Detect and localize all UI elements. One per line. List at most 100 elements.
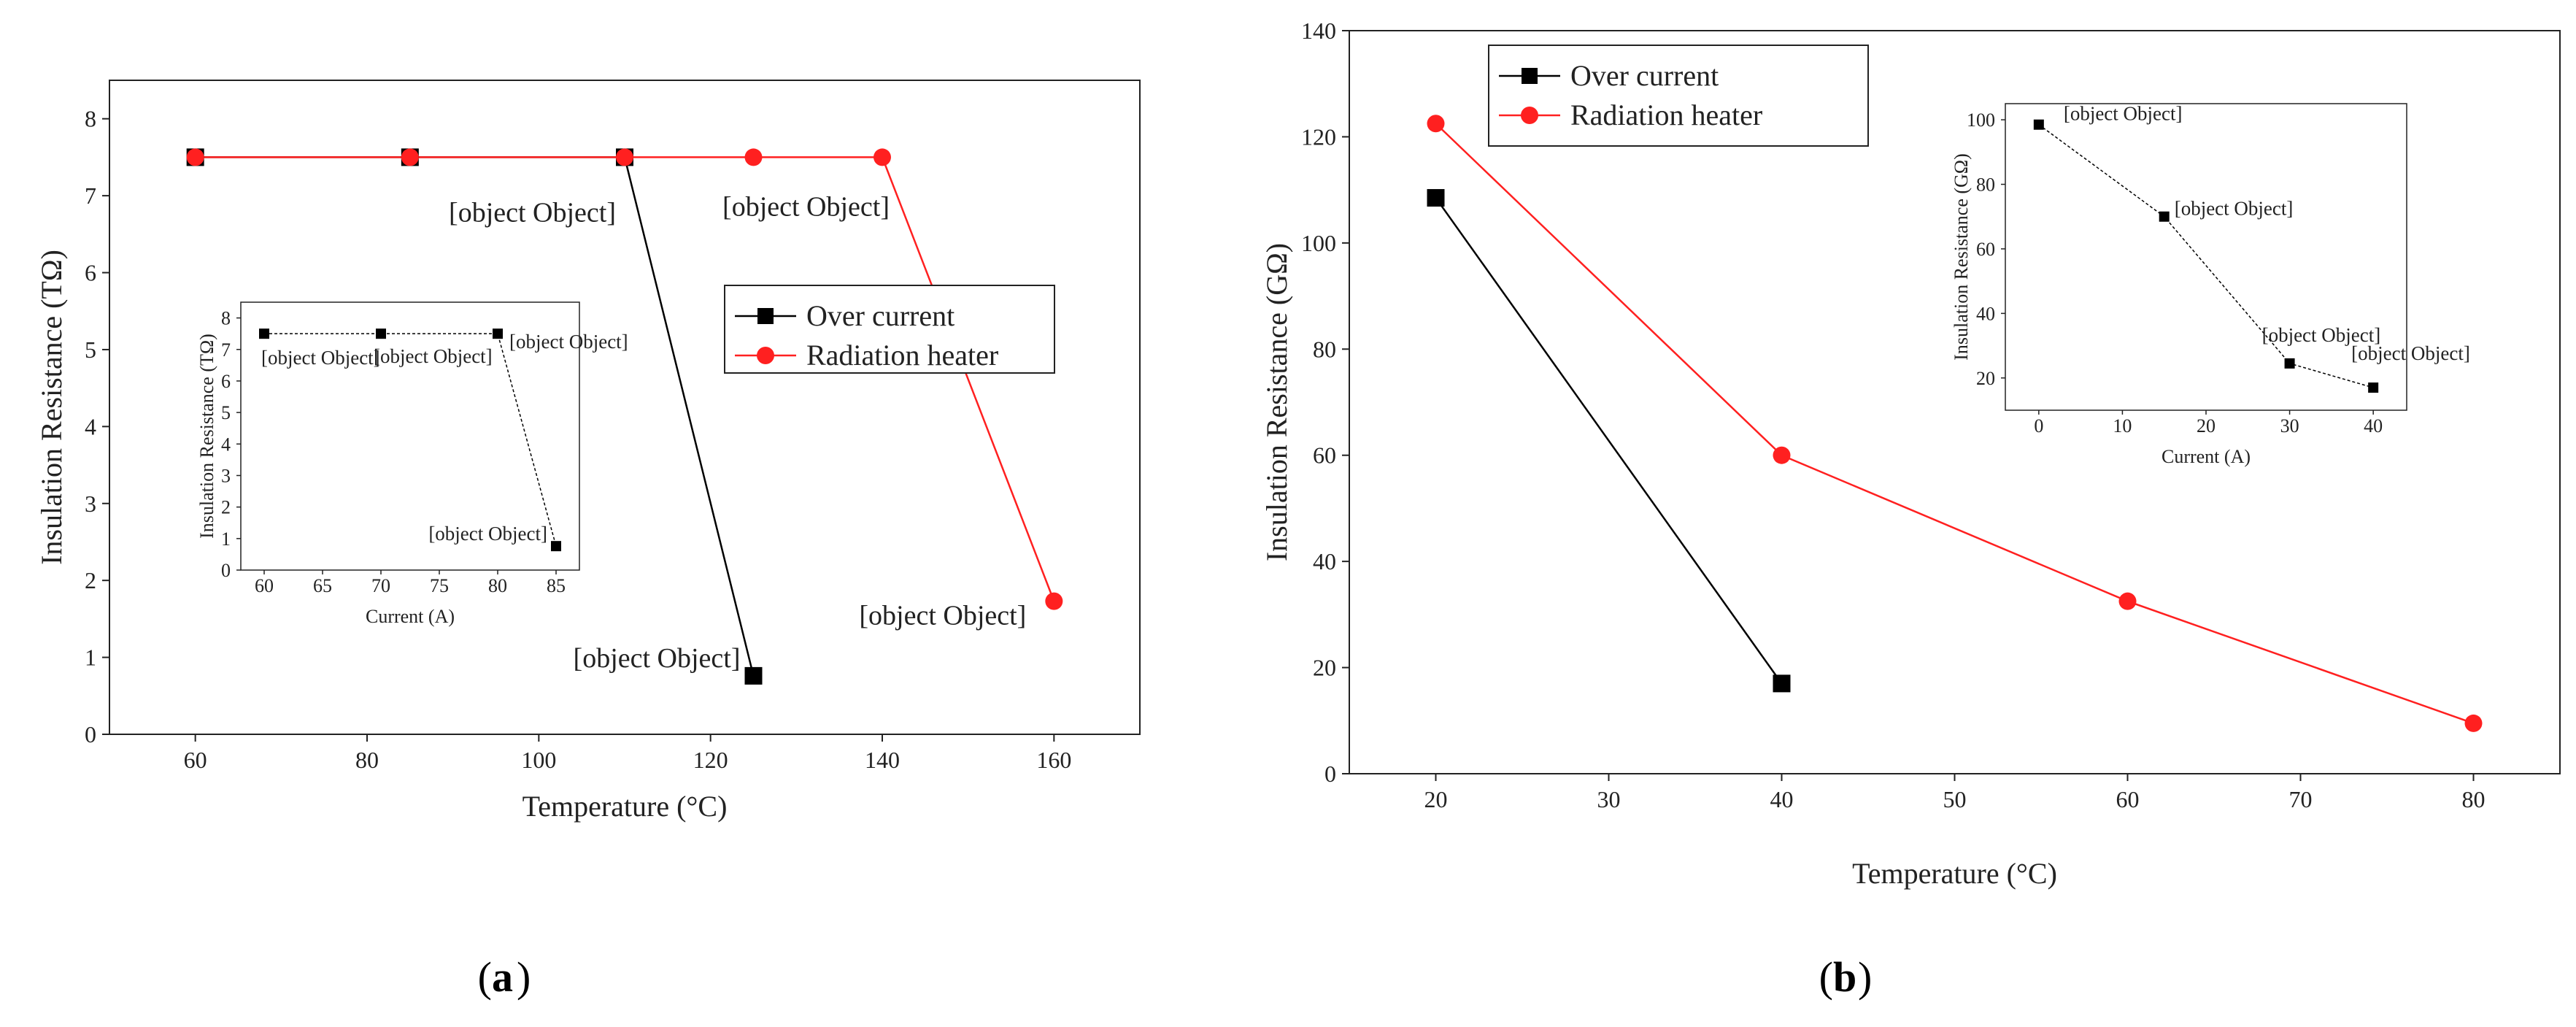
inset-annotation: [object Object]: [2262, 324, 2381, 346]
y-tick-label: 2: [85, 567, 96, 593]
inset-x-tick-label: 85: [547, 575, 566, 596]
x-tick-label: 60: [184, 747, 207, 773]
y-tick-label: 7: [85, 182, 96, 209]
x-tick-label: 70: [2289, 786, 2313, 812]
legend-label: Over current: [806, 299, 955, 332]
inset-y-tick-label: 20: [1976, 368, 1995, 389]
annotation: [object Object]: [449, 197, 616, 228]
inset-annotation: [object Object]: [509, 331, 628, 353]
circle-marker: [874, 148, 891, 166]
legend-square-marker: [1522, 68, 1538, 84]
inset-y-tick-label: 7: [221, 339, 231, 361]
plot-frame: [109, 80, 1141, 735]
x-tick-label: 120: [693, 747, 728, 773]
inset-y-axis-label: Insulation Resistance (TΩ): [196, 334, 217, 539]
inset-square-marker: [493, 328, 503, 339]
inset-x-axis-label: Current (A): [2162, 446, 2251, 467]
inset-square-marker: [2159, 211, 2170, 222]
y-tick-label: 5: [85, 336, 96, 363]
chart-b: 20 30 40 50 60 70 80020406080100120140Temperat…: [1260, 18, 2561, 1001]
y-tick-label: 80: [1313, 336, 1336, 362]
legend-box: [1488, 45, 1869, 147]
inset-square-marker: [551, 541, 561, 552]
annotation: [object Object]: [574, 643, 741, 674]
inset-square-marker: [376, 328, 386, 339]
y-tick-label: 20: [1313, 655, 1336, 681]
y-tick-label: 100: [1301, 230, 1336, 256]
caption-letter: b: [1833, 953, 1856, 1001]
inset-plot-frame: [240, 301, 580, 571]
inset-y-tick-label: 6: [221, 371, 231, 392]
inset-y-tick-label: 100: [1967, 109, 1995, 131]
inset-x-tick-label: 0: [2034, 415, 2043, 436]
inset-x-tick-label: 20: [2197, 415, 2216, 436]
inset-x-tick-label: 30: [2280, 415, 2299, 436]
circle-marker: [1773, 446, 1791, 464]
square-marker: [1773, 674, 1791, 693]
legend-label: Over current: [1570, 59, 1719, 92]
inset-square-marker: [2284, 358, 2295, 369]
y-tick-label: 60: [1313, 442, 1336, 469]
x-tick-label: 40: [1770, 786, 1794, 812]
x-tick-label: 30: [1597, 786, 1621, 812]
inset-x-tick-label: 60: [255, 575, 274, 596]
square-marker: [744, 666, 763, 685]
inset-y-tick-label: 4: [221, 434, 231, 455]
inset-x-tick-label: 80: [488, 575, 507, 596]
legend-square-marker: [757, 308, 774, 324]
inset-annotation: [object Object]: [2351, 342, 2470, 364]
square-marker: [1427, 189, 1445, 207]
caption-open: (: [478, 953, 492, 1001]
inset-series-line-over-current: [2038, 124, 2374, 388]
x-axis-label: Temperature (°C): [1852, 857, 2057, 890]
x-tick-label: 20: [1424, 786, 1448, 812]
x-axis-label: Temperature (°C): [522, 790, 728, 823]
inset-plot-frame: [2005, 103, 2407, 411]
caption-close: ): [1858, 953, 1872, 1001]
caption-open: (: [1819, 953, 1833, 1001]
legend-circle-marker: [757, 347, 774, 364]
annotation: [object Object]: [722, 191, 890, 222]
x-tick-label: 100: [521, 747, 556, 773]
inset-y-tick-label: 40: [1976, 303, 1995, 324]
inset-y-tick-label: 60: [1976, 239, 1995, 260]
x-tick-label: 50: [1943, 786, 1967, 812]
y-tick-label: 3: [85, 491, 96, 517]
inset-x-tick-label: 70: [371, 575, 390, 596]
annotation: [object Object]: [859, 601, 1026, 631]
series-line-radiation-heater: [1435, 123, 2474, 725]
circle-marker: [1427, 115, 1445, 133]
legend-box: [724, 285, 1055, 374]
circle-marker: [616, 148, 633, 166]
circle-marker: [2118, 592, 2137, 610]
x-tick-label: 60: [2116, 786, 2140, 812]
circle-marker: [744, 148, 763, 166]
legend-label: Radiation heater: [806, 339, 998, 372]
inset-y-axis-label: Insulation Resistance (GΩ): [1951, 153, 1972, 361]
inset-x-tick-label: 75: [430, 575, 449, 596]
y-tick-label: 6: [85, 260, 96, 286]
inset-annotation: [object Object]: [2064, 103, 2183, 125]
y-tick-label: 0: [85, 721, 96, 747]
legend-circle-marker: [1521, 107, 1538, 124]
inset-x-tick-label: 65: [313, 575, 332, 596]
circle-marker: [186, 148, 204, 166]
inset-y-tick-label: 2: [221, 497, 231, 518]
inset-y-tick-label: 0: [221, 560, 231, 581]
circle-marker: [2464, 714, 2483, 732]
x-tick-label: 80: [2462, 786, 2486, 812]
inset-y-tick-label: 8: [221, 308, 231, 329]
inset-annotation: [object Object]: [2175, 198, 2294, 220]
inset-y-tick-label: 3: [221, 465, 231, 486]
y-tick-label: 140: [1301, 18, 1336, 44]
y-tick-label: 0: [1324, 761, 1336, 787]
caption-letter: a: [492, 953, 513, 1001]
circle-marker: [401, 148, 419, 166]
y-tick-label: 4: [85, 413, 96, 439]
inset-annotation: [object Object]: [428, 523, 547, 545]
inset-x-tick-label: 10: [2113, 415, 2132, 436]
y-tick-label: 1: [85, 645, 96, 671]
y-tick-label: 8: [85, 106, 96, 132]
